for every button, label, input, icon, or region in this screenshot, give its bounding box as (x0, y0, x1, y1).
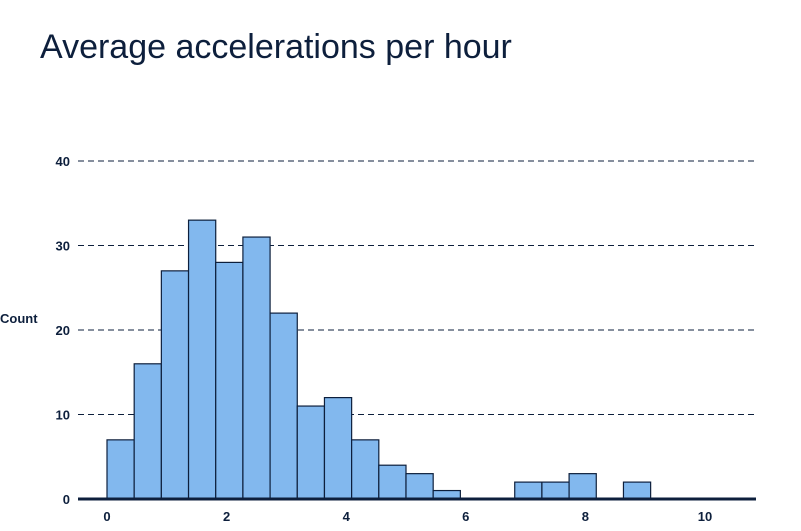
histogram-bar (106, 439, 135, 500)
histogram-bar (568, 473, 597, 500)
histogram-bar (296, 405, 326, 500)
y-tick-label: 10 (56, 408, 70, 423)
histogram-bar (541, 481, 570, 500)
x-tick-label: 0 (103, 509, 110, 524)
histogram-bars (106, 219, 652, 500)
histogram-bar (187, 219, 217, 500)
x-tick-label: 6 (462, 509, 469, 524)
histogram-bar (378, 464, 407, 500)
chart-title: Average accelerations per hour (40, 28, 512, 66)
histogram-bar (323, 397, 353, 500)
y-tick-label: 20 (56, 323, 70, 338)
x-tick-label: 10 (698, 509, 712, 524)
y-tick-label: 30 (56, 239, 70, 254)
histogram-bar (215, 261, 244, 500)
histogram-bar (405, 473, 434, 500)
y-tick-label: 0 (63, 492, 70, 507)
histogram-bar (160, 270, 190, 500)
histogram-bar (242, 236, 271, 500)
x-tick-label: 4 (343, 509, 351, 524)
y-axis-label: Count (0, 311, 38, 326)
x-tick-label: 2 (223, 509, 230, 524)
histogram-bar (133, 363, 162, 500)
x-tick-label: 8 (582, 509, 589, 524)
x-tick-labels: 0 2 4 6 8 10 (103, 509, 712, 524)
histogram-bar (622, 481, 652, 500)
histogram-bar (269, 312, 298, 500)
histogram-bar (351, 439, 380, 500)
y-tick-label: 40 (56, 154, 70, 169)
y-tick-labels: 0 10 20 30 40 (56, 154, 70, 507)
histogram-bar (514, 481, 543, 500)
